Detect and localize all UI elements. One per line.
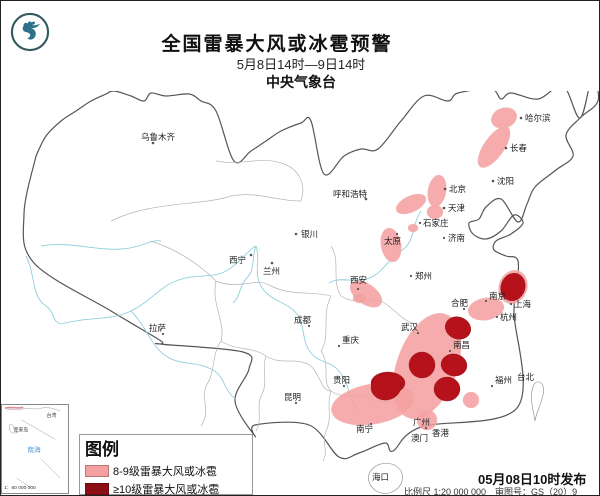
svg-text:南昌: 南昌 <box>453 340 470 350</box>
svg-text:乌鲁木齐: 乌鲁木齐 <box>141 132 176 142</box>
svg-text:上海: 上海 <box>514 299 532 309</box>
svg-text:哈尔滨: 哈尔滨 <box>525 113 551 123</box>
svg-text:澳门: 澳门 <box>411 433 428 443</box>
svg-text:拉萨: 拉萨 <box>149 323 167 333</box>
svg-text:沈阳: 沈阳 <box>497 176 514 186</box>
svg-text:银川: 银川 <box>301 229 318 239</box>
svg-text:兰州: 兰州 <box>263 266 280 276</box>
svg-text:长春: 长春 <box>510 143 528 153</box>
svg-text:南海: 南海 <box>27 445 41 454</box>
svg-text:海口: 海口 <box>372 472 389 482</box>
svg-text:台北: 台北 <box>517 372 535 382</box>
svg-text:1：60 000 000: 1：60 000 000 <box>4 485 36 491</box>
svg-text:福州: 福州 <box>495 375 512 385</box>
svg-text:呼和浩特: 呼和浩特 <box>333 189 368 199</box>
svg-text:太原: 太原 <box>384 236 401 246</box>
svg-text:北京: 北京 <box>449 184 466 194</box>
svg-text:石家庄: 石家庄 <box>423 218 449 228</box>
svg-text:武汉: 武汉 <box>401 322 419 332</box>
svg-text:西宁: 西宁 <box>229 255 246 265</box>
svg-text:南京: 南京 <box>489 291 506 301</box>
svg-text:克来岛: 克来岛 <box>14 427 29 434</box>
svg-text:西安: 西安 <box>350 275 367 285</box>
svg-text:天津: 天津 <box>448 203 466 213</box>
svg-text:成都: 成都 <box>294 315 312 325</box>
svg-text:昆明: 昆明 <box>284 392 301 402</box>
svg-text:郑州: 郑州 <box>415 271 432 281</box>
svg-text:香港: 香港 <box>432 428 450 438</box>
svg-text:南宁: 南宁 <box>356 424 373 434</box>
svg-text:广州: 广州 <box>413 417 430 427</box>
svg-text:济南: 济南 <box>448 233 465 243</box>
svg-text:台湾: 台湾 <box>47 412 57 419</box>
svg-text:杭州: 杭州 <box>500 312 517 322</box>
svg-text:合肥: 合肥 <box>451 298 469 308</box>
svg-text:贵阳: 贵阳 <box>333 375 350 385</box>
svg-text:重庆: 重庆 <box>342 335 360 345</box>
